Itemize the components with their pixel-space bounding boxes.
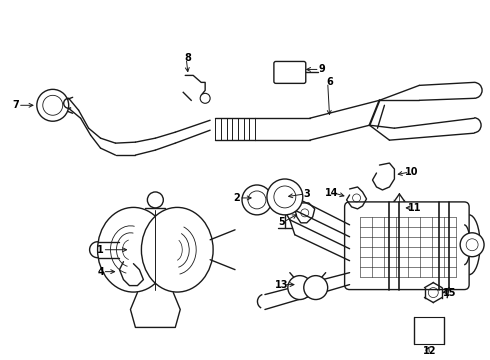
Text: 12: 12 [422,346,436,356]
Text: 7: 7 [13,100,19,110]
Ellipse shape [98,207,169,292]
Text: 9: 9 [318,64,325,75]
Circle shape [200,93,210,103]
Text: 11: 11 [408,203,421,213]
Text: 5: 5 [278,217,285,227]
Circle shape [242,185,272,215]
Text: 14: 14 [325,188,339,198]
Text: 10: 10 [405,167,418,177]
Text: 15: 15 [442,288,456,298]
Circle shape [37,89,69,121]
Text: 3: 3 [303,189,310,199]
Ellipse shape [142,207,213,292]
FancyBboxPatch shape [274,62,306,84]
Text: 1: 1 [97,245,104,255]
Text: 13: 13 [275,280,289,289]
Circle shape [147,192,163,208]
Circle shape [267,179,303,215]
Text: 6: 6 [326,77,333,87]
Circle shape [304,276,328,300]
Circle shape [288,276,312,300]
Text: 4: 4 [97,267,104,276]
Text: 2: 2 [234,193,241,203]
Text: 8: 8 [185,54,192,63]
FancyBboxPatch shape [344,202,469,289]
Circle shape [460,233,484,257]
